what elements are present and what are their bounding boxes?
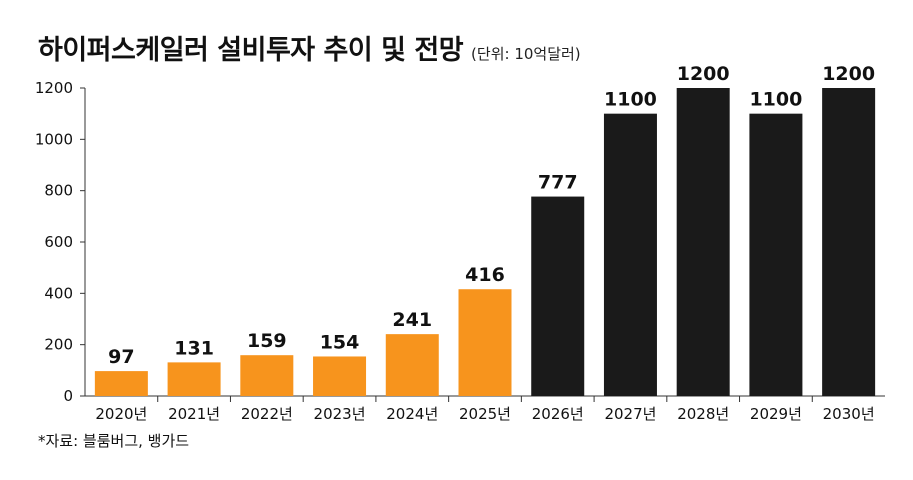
unit-note: (단위: 10억달러) (471, 45, 581, 63)
bar-value-label: 1100 (604, 89, 657, 111)
bar-value-label: 159 (247, 330, 287, 352)
x-tick-label: 2022년 (241, 405, 293, 423)
bar-value-label: 1200 (822, 63, 875, 85)
bar-value-label: 416 (465, 264, 505, 286)
bar (167, 362, 221, 396)
y-tick-label: 600 (44, 233, 73, 251)
bar (531, 196, 585, 396)
bar-value-label: 131 (174, 337, 214, 359)
bar (603, 113, 657, 397)
bar (749, 113, 803, 397)
x-tick-label: 2023년 (314, 405, 366, 423)
bar-value-label: 1100 (749, 89, 802, 111)
x-tick-label: 2024년 (386, 405, 438, 423)
y-tick-label: 200 (44, 336, 73, 354)
bar (676, 88, 730, 396)
x-tick-label: 2020년 (95, 405, 147, 423)
y-tick-label: 1200 (35, 79, 73, 97)
x-tick-label: 2030년 (823, 405, 875, 423)
x-tick-label: 2028년 (677, 405, 729, 423)
bar-value-label: 241 (392, 309, 432, 331)
bar-value-label: 1200 (677, 63, 730, 85)
source-note: *자료: 블룸버그, 뱅가드 (38, 432, 190, 450)
chart-title: 하이퍼스케일러 설비투자 추이 및 전망 (38, 35, 464, 66)
bar (822, 88, 876, 396)
y-tick-label: 400 (44, 284, 73, 302)
bar (458, 289, 512, 396)
bar-value-label: 97 (108, 346, 134, 368)
x-tick-label: 2025년 (459, 405, 511, 423)
x-tick-label: 2029년 (750, 405, 802, 423)
bar-value-label: 154 (320, 331, 360, 353)
bar (313, 356, 367, 396)
bar (385, 334, 439, 396)
bar (240, 355, 294, 396)
chart-title-row: 하이퍼스케일러 설비투자 추이 및 전망 (단위: 10억달러) (38, 28, 581, 67)
y-tick-label: 1000 (35, 130, 73, 148)
x-tick-label: 2027년 (604, 405, 656, 423)
bar-value-label: 777 (538, 172, 578, 194)
y-tick-label: 800 (44, 182, 73, 200)
bar (94, 371, 148, 396)
y-tick-label: 0 (63, 387, 73, 405)
x-tick-label: 2026년 (532, 405, 584, 423)
x-tick-label: 2021년 (168, 405, 220, 423)
